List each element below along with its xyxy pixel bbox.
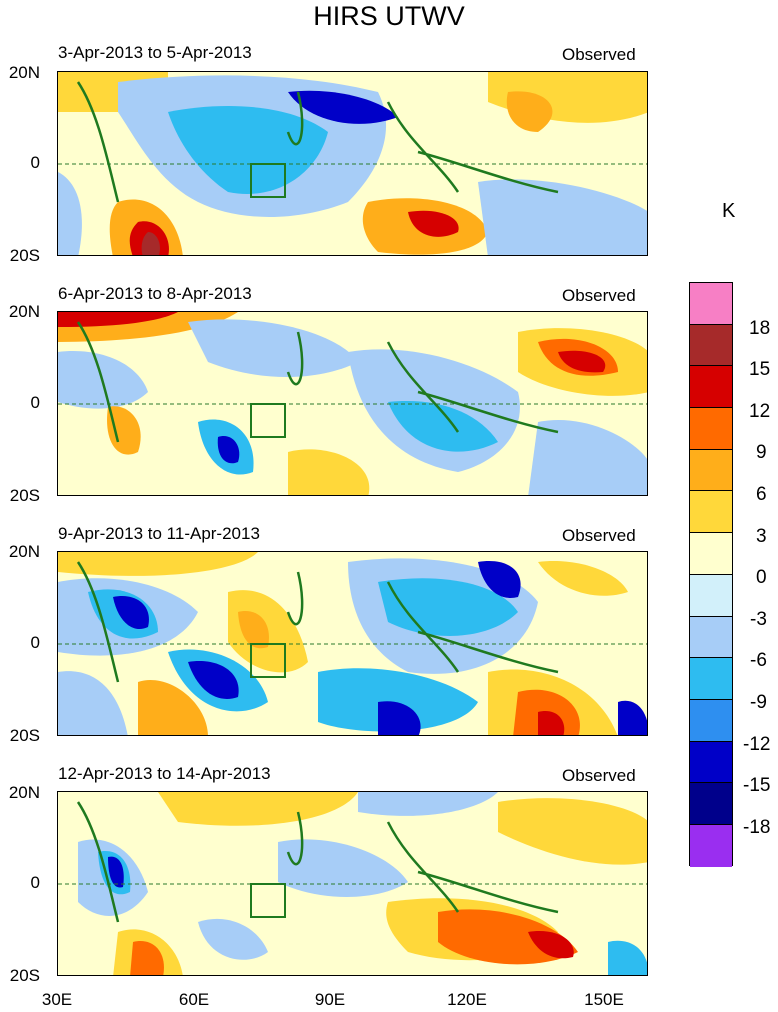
map-panel-1 — [57, 71, 648, 256]
colorbar-swatch-2 — [690, 366, 732, 409]
map-panel-4-field — [58, 792, 647, 975]
lat-label-0-p2: 0 — [30, 393, 40, 412]
colorbar-swatch-1 — [690, 324, 732, 367]
lon-label-150e: 150E — [584, 990, 624, 1009]
colorbar-swatch-13 — [690, 824, 732, 867]
lon-label-30e: 30E — [41, 990, 73, 1009]
panel-2: 6-Apr-2013 to 8-Apr-2013 Observed — [0, 282, 778, 522]
lat-label-0-p1: 0 — [30, 153, 40, 172]
map-panel-3-field — [58, 552, 647, 735]
lat-label-20n-p2: 20N — [8, 302, 40, 321]
map-panel-3 — [57, 551, 648, 736]
panel-1-tag: Observed — [562, 45, 636, 64]
colorbar-swatch-11 — [690, 741, 732, 784]
panel-4-tag: Observed — [562, 766, 636, 785]
map-panel-2-field — [58, 312, 647, 495]
lat-label-20n-p1: 20N — [8, 63, 40, 82]
colorbar-label-neg9: -9 — [750, 692, 767, 713]
lat-label-20s-p1: 20S — [9, 246, 40, 265]
panel-4-date: 12-Apr-2013 to 14-Apr-2013 — [58, 764, 271, 783]
lon-label-60e: 60E — [178, 990, 210, 1009]
colorbar-label-neg3: -3 — [750, 609, 767, 630]
colorbar-swatch-0 — [690, 283, 732, 325]
lat-label-0-p4: 0 — [30, 873, 40, 892]
lat-label-20n-p4: 20N — [8, 783, 40, 802]
colorbar-swatch-8 — [690, 616, 732, 659]
colorbar-label-3: 3 — [756, 526, 767, 547]
colorbar-label-15: 15 — [749, 359, 771, 380]
panel-1: 3-Apr-2013 to 5-Apr-2013 Observed — [0, 40, 778, 280]
colorbar-label-neg18: -18 — [743, 817, 771, 838]
map-panel-2 — [57, 311, 648, 496]
panel-2-tag: Observed — [562, 286, 636, 305]
lat-label-0-p3: 0 — [30, 633, 40, 652]
lat-label-20s-p4: 20S — [9, 966, 40, 985]
lat-label-20s-p3: 20S — [9, 726, 40, 745]
colorbar-swatch-10 — [690, 699, 732, 742]
colorbar-label-0: 0 — [756, 567, 767, 588]
panel-1-date: 3-Apr-2013 to 5-Apr-2013 — [58, 43, 252, 62]
colorbar-swatch-9 — [690, 658, 732, 700]
colorbar-label-neg12: -12 — [743, 734, 771, 755]
lon-label-120e: 120E — [447, 990, 487, 1009]
panel-3: 9-Apr-2013 to 11-Apr-2013 Observed — [0, 522, 778, 762]
map-panel-1-field — [58, 72, 647, 255]
lat-label-20n-p3: 20N — [8, 542, 40, 561]
map-panel-4 — [57, 791, 648, 976]
colorbar-label-neg6: -6 — [750, 650, 767, 671]
colorbar-swatch-4 — [690, 449, 732, 492]
colorbar-swatch-3 — [690, 408, 732, 450]
colorbar-label-12: 12 — [749, 401, 771, 422]
colorbar-swatch-7 — [690, 574, 732, 617]
colorbar-label-18: 18 — [749, 318, 771, 339]
figure-title: HIRS UTWV — [313, 1, 465, 31]
panel-3-tag: Observed — [562, 526, 636, 545]
panel-4: 12-Apr-2013 to 14-Apr-2013 Observed — [0, 762, 778, 1002]
colorbar — [689, 282, 733, 867]
colorbar-swatch-5 — [690, 491, 732, 534]
lat-label-20s-p2: 20S — [9, 486, 40, 505]
lon-label-90e: 90E — [314, 990, 346, 1009]
panel-2-date: 6-Apr-2013 to 8-Apr-2013 — [58, 284, 252, 303]
colorbar-label-9: 9 — [756, 442, 767, 463]
colorbar-swatch-6 — [690, 533, 732, 575]
colorbar-swatch-12 — [690, 783, 732, 825]
panel-3-date: 9-Apr-2013 to 11-Apr-2013 — [58, 524, 260, 543]
colorbar-unit: K — [722, 200, 736, 222]
colorbar-label-6: 6 — [756, 484, 767, 505]
colorbar-label-neg15: -15 — [743, 775, 771, 796]
